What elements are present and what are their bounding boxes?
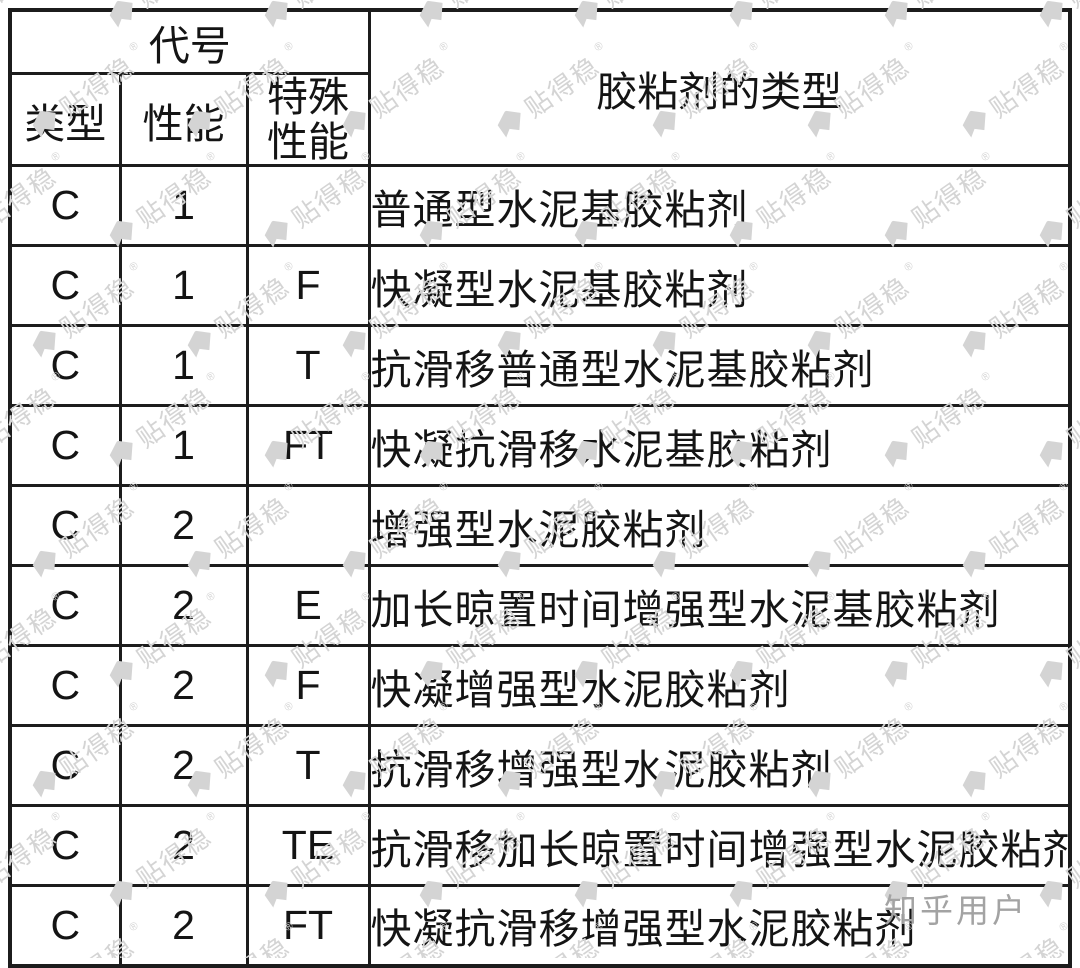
special-performance-column-header: 特殊 性能 — [245, 72, 371, 167]
cell-type: C — [8, 324, 122, 407]
cell-special — [245, 484, 371, 567]
cell-type: C — [8, 804, 122, 887]
cell-performance: 2 — [118, 644, 249, 727]
cell-special: FT — [245, 884, 371, 967]
cell-type: C — [8, 564, 122, 647]
cell-type: C — [8, 724, 122, 807]
table-row: C 2 增强型水泥胶粘剂 — [8, 484, 1072, 567]
cell-type: C — [8, 404, 122, 487]
cell-type: C — [8, 244, 122, 327]
table-row: C 2 TE 抗滑移加长晾置时间增强型水泥胶粘剂 — [8, 804, 1072, 887]
table-row: C 1 F 快凝型水泥基胶粘剂 — [8, 244, 1072, 327]
cell-adhesive-name: 增强型水泥胶粘剂 — [367, 484, 1072, 567]
cell-type: C — [8, 884, 122, 967]
cell-adhesive-name: 抗滑移普通型水泥基胶粘剂 — [367, 324, 1072, 407]
cell-performance: 2 — [118, 564, 249, 647]
code-group-header: 代号 — [8, 8, 371, 75]
cell-performance: 2 — [118, 884, 249, 967]
cell-adhesive-name: 抗滑移加长晾置时间增强型水泥胶粘剂 — [367, 804, 1072, 887]
cell-performance: 2 — [118, 804, 249, 887]
special-header-line2: 性能 — [267, 118, 349, 165]
cell-adhesive-name: 快凝抗滑移水泥基胶粘剂 — [367, 404, 1072, 487]
zhihu-user-attribution: 知乎用户 — [884, 892, 1028, 929]
table-row: C 1 FT 快凝抗滑移水泥基胶粘剂 — [8, 404, 1072, 487]
adhesive-type-header: 胶粘剂的类型 — [367, 8, 1072, 167]
cell-special: T — [245, 324, 371, 407]
cell-adhesive-name: 快凝型水泥基胶粘剂 — [367, 244, 1072, 327]
cell-special: E — [245, 564, 371, 647]
cell-special: T — [245, 724, 371, 807]
table-row: C 1 T 抗滑移普通型水泥基胶粘剂 — [8, 324, 1072, 407]
cell-performance: 1 — [118, 164, 249, 247]
cell-special — [245, 164, 371, 247]
special-header-line1: 特殊 — [267, 74, 349, 121]
table-row: C 1 普通型水泥基胶粘剂 — [8, 164, 1072, 247]
cell-adhesive-name: 快凝增强型水泥胶粘剂 — [367, 644, 1072, 727]
cell-performance: 2 — [118, 484, 249, 567]
cell-adhesive-name: 抗滑移增强型水泥胶粘剂 — [367, 724, 1072, 807]
table-row: C 2 T 抗滑移增强型水泥胶粘剂 — [8, 724, 1072, 807]
table-row: C 2 FT 快凝抗滑移增强型水泥胶粘剂 — [8, 884, 1072, 967]
cell-special: TE — [245, 804, 371, 887]
cell-type: C — [8, 484, 122, 567]
cell-performance: 1 — [118, 404, 249, 487]
cell-performance: 2 — [118, 724, 249, 807]
header-row-code: 代号 胶粘剂的类型 — [8, 8, 1072, 167]
table-row: C 2 F 快凝增强型水泥胶粘剂 — [8, 644, 1072, 727]
cell-performance: 1 — [118, 324, 249, 407]
type-column-header: 类型 — [8, 72, 122, 167]
cell-type: C — [8, 164, 122, 247]
cell-adhesive-name: 普通型水泥基胶粘剂 — [367, 164, 1072, 247]
cell-special: F — [245, 244, 371, 327]
cell-performance: 1 — [118, 244, 249, 327]
performance-column-header: 性能 — [118, 72, 249, 167]
cell-special: F — [245, 644, 371, 727]
cell-special: FT — [245, 404, 371, 487]
cell-adhesive-name: 快凝抗滑移增强型水泥胶粘剂 — [367, 884, 1072, 967]
cell-type: C — [8, 644, 122, 727]
cell-adhesive-name: 加长晾置时间增强型水泥基胶粘剂 — [367, 564, 1072, 647]
table-row: C 2 E 加长晾置时间增强型水泥基胶粘剂 — [8, 564, 1072, 647]
adhesive-classification-table: 代号 胶粘剂的类型 类型 性能 特殊 性能 C 1 普通型水泥基胶粘剂 C 1 — [8, 8, 1072, 968]
